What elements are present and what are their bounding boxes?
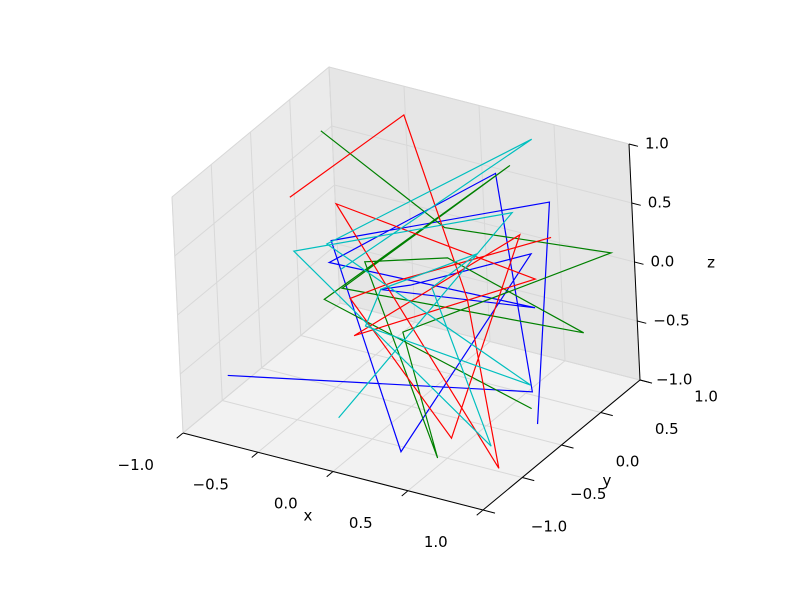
x-tick-label: −0.5: [193, 475, 229, 493]
y-tick-label: 1.0: [694, 387, 718, 405]
y-tick: [600, 412, 613, 417]
z-tick-label: 0.0: [651, 253, 675, 271]
z-axis: [628, 143, 641, 381]
grid-line: [339, 302, 641, 381]
y-tick-label: 0.5: [655, 420, 679, 438]
z-tick: [637, 320, 647, 324]
x-axis: [182, 432, 484, 511]
z-tick: [631, 202, 641, 206]
line: [292, 138, 533, 447]
grid-line: [300, 335, 601, 413]
line: [289, 113, 552, 469]
grid-line: [261, 367, 562, 446]
x-tick-label: −1.0: [118, 456, 154, 474]
x-tick: [176, 432, 184, 439]
x-tick: [326, 471, 334, 478]
z-tick-label: 0.5: [648, 194, 672, 212]
y-tick: [482, 509, 496, 514]
grid-line: [328, 66, 630, 145]
z-tick-label: −0.5: [653, 312, 689, 330]
y-tick-label: −0.5: [570, 485, 606, 503]
y-axis: [482, 379, 641, 511]
grid-line: [222, 400, 523, 478]
x-tick-label: 0.5: [349, 514, 373, 532]
x-tick-label: 1.0: [424, 533, 448, 551]
z-tick: [628, 143, 639, 147]
y-axis-label: y: [603, 472, 612, 490]
z-tick-label: −1.0: [656, 371, 692, 389]
grid-line: [179, 243, 338, 375]
grid-line: [174, 125, 333, 257]
x-tick: [401, 490, 409, 497]
y-tick-label: 0.0: [616, 452, 640, 470]
z-tick: [634, 261, 644, 265]
grid-line: [171, 66, 330, 198]
line: [320, 130, 614, 459]
x-tick-label: 0.0: [274, 495, 298, 513]
grid-line: [177, 184, 335, 316]
y-tick: [561, 444, 574, 449]
z-tick-label: 1.0: [645, 135, 669, 153]
y-tick: [522, 477, 535, 482]
grid-line: [337, 243, 638, 322]
z-axis-label: z: [707, 254, 715, 272]
line: [227, 172, 551, 454]
grid-line: [182, 302, 341, 434]
x-tick: [476, 509, 484, 516]
z-tick: [639, 379, 650, 383]
y-tick-label: −1.0: [531, 517, 567, 535]
x-axis-label: x: [304, 507, 313, 525]
x-tick: [251, 451, 259, 458]
